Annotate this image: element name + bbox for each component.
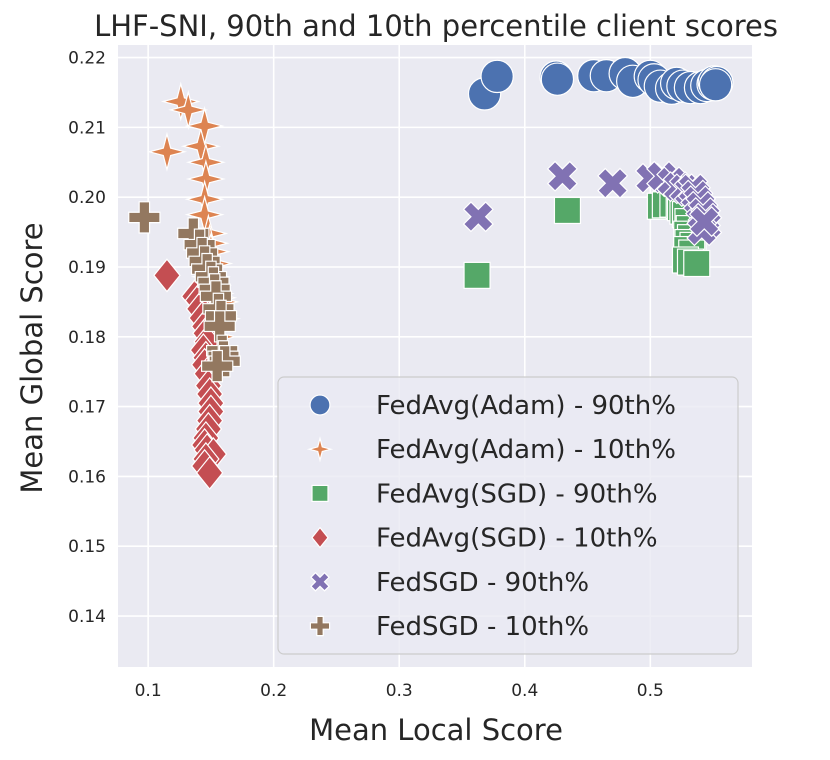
y-tick-label: 0.20 [68, 188, 106, 208]
y-tick-label: 0.15 [68, 537, 106, 557]
data-point [184, 105, 225, 147]
legend-marker [309, 394, 331, 416]
data-point [597, 167, 629, 199]
data-point [546, 160, 578, 192]
y-tick-label: 0.22 [68, 49, 106, 69]
legend-label: FedSGD - 10th% [376, 612, 589, 642]
data-point [146, 131, 188, 172]
y-axis-title: Mean Global Score [15, 222, 49, 493]
x-tick-label: 0.5 [637, 681, 664, 701]
y-tick-label: 0.18 [68, 328, 106, 348]
legend-label: FedSGD - 90th% [376, 568, 589, 598]
grid-lines [118, 45, 752, 667]
legend-label: FedAvg(SGD) - 10th% [376, 524, 658, 554]
legend-label: FedAvg(SGD) - 90th% [376, 479, 658, 509]
legend-marker [306, 435, 334, 463]
legend-marker [311, 484, 329, 502]
legend-box [277, 376, 739, 655]
series-4-points [462, 160, 723, 247]
legend-marker [311, 526, 329, 549]
legend-marker [309, 615, 331, 637]
data-point [195, 455, 224, 491]
legend: FedAvg(Adam) - 90th% FedAvg(Adam) - 10th%… [277, 376, 739, 655]
x-tick-label: 0.4 [511, 681, 538, 701]
y-tick-label: 0.19 [68, 258, 106, 278]
data-point [540, 62, 575, 96]
data-point [463, 261, 491, 289]
data-point [688, 206, 720, 238]
data-points [128, 56, 734, 491]
series-5-points [128, 201, 241, 383]
data-point [553, 196, 582, 225]
x-axis-title: Mean Local Score [309, 713, 563, 747]
legend-label: FedAvg(Adam) - 10th% [376, 435, 676, 465]
x-tick-label: 0.2 [260, 681, 287, 701]
data-point [462, 201, 494, 233]
data-point [683, 249, 711, 278]
x-tick-label: 0.3 [386, 681, 413, 701]
data-point [698, 68, 733, 102]
y-tick-label: 0.21 [68, 118, 106, 138]
data-point [168, 89, 209, 130]
x-tick-label: 0.1 [135, 681, 162, 701]
data-point [480, 59, 514, 94]
series-0-points [467, 56, 734, 111]
legend-marker [310, 571, 330, 592]
chart-title: LHF-SNI, 90th and 10th percentile client… [94, 9, 778, 43]
y-tick-label: 0.16 [68, 467, 106, 487]
legend-label: FedAvg(Adam) - 90th% [376, 391, 676, 421]
data-point [153, 258, 181, 293]
data-point [128, 201, 161, 234]
x-tick-labels: 0.1 0.2 0.3 0.4 0.5 [135, 681, 664, 701]
y-tick-labels: 0.14 0.15 0.16 0.17 0.18 0.19 0.20 0.21 0.22 [68, 49, 106, 627]
y-tick-label: 0.14 [68, 607, 106, 627]
y-tick-label: 0.17 [68, 398, 106, 418]
data-point [200, 349, 234, 383]
